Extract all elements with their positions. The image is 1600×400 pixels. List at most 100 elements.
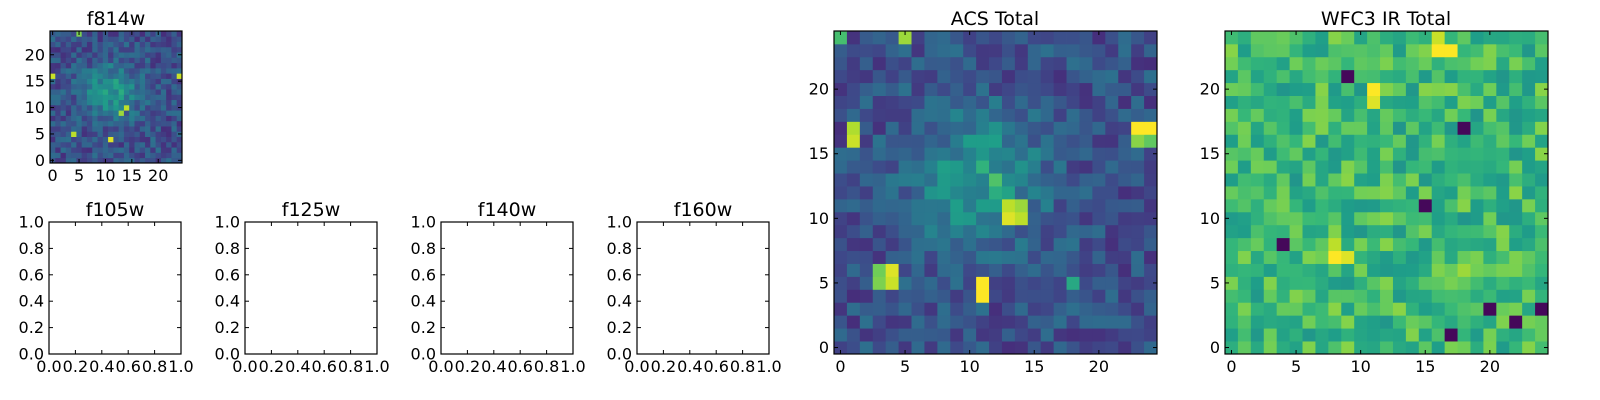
- heatmap-cell: [1237, 160, 1252, 174]
- heatmap-cell: [1250, 69, 1265, 84]
- heatmap-cell: [834, 315, 848, 329]
- heatmap-cell: [134, 104, 141, 111]
- heatmap-cell: [176, 73, 183, 79]
- heatmap-cell: [1040, 224, 1055, 239]
- heatmap-cell: [71, 120, 77, 127]
- heatmap-cell: [1457, 160, 1471, 174]
- heatmap-cell: [859, 276, 874, 290]
- heatmap-cell: [1380, 276, 1394, 290]
- heatmap-cell: [937, 134, 951, 148]
- heatmap-cell: [1496, 315, 1510, 329]
- heatmap-cell: [1105, 56, 1119, 71]
- heatmap-cell: [1144, 250, 1158, 264]
- heatmap-cell: [1027, 121, 1042, 135]
- heatmap-cell: [134, 52, 141, 58]
- heatmap-cell: [1302, 173, 1316, 187]
- x-tick-label: 0.2: [259, 357, 284, 376]
- heatmap-cell: [139, 89, 146, 95]
- heatmap-cell: [1066, 315, 1080, 329]
- heatmap-cell: [1001, 108, 1016, 122]
- heatmap-cell: [65, 67, 72, 74]
- heatmap-cell: [1496, 56, 1510, 71]
- heatmap-cell: [1263, 315, 1278, 329]
- heatmap-cell: [924, 173, 938, 187]
- heatmap-cell: [134, 73, 141, 79]
- heatmap-cell: [859, 69, 874, 84]
- y-tick-label: 0.6: [607, 265, 632, 284]
- heatmap-cell: [1263, 250, 1278, 264]
- heatmap-cell: [1263, 341, 1278, 355]
- heatmap-cell: [963, 224, 977, 239]
- heatmap-cell: [76, 83, 83, 90]
- heatmap-cell: [834, 328, 848, 342]
- heatmap-cell: [65, 99, 72, 106]
- heatmap-cell: [1418, 315, 1433, 329]
- heatmap-cell: [1263, 186, 1278, 200]
- heatmap-cell: [92, 41, 98, 48]
- heatmap-cell: [1066, 224, 1080, 239]
- heatmap-cell: [1040, 289, 1055, 303]
- heatmap-cell: [166, 141, 172, 148]
- heatmap-cell: [134, 152, 141, 159]
- heatmap-cell: [1027, 95, 1042, 109]
- heatmap-cell: [123, 67, 130, 74]
- heatmap-cell: [963, 43, 977, 58]
- heatmap-cell: [1001, 95, 1016, 109]
- heatmap-cell: [859, 198, 874, 213]
- heatmap-cell: [1250, 31, 1265, 45]
- heatmap-cell: [71, 104, 77, 111]
- heatmap-cell: [1380, 328, 1394, 342]
- heatmap-cell: [1225, 186, 1239, 200]
- heatmap-cell: [166, 157, 172, 164]
- heatmap-cell: [92, 152, 98, 159]
- heatmap-cell: [1444, 31, 1458, 45]
- heatmap-cell: [102, 99, 109, 106]
- heatmap-cell: [859, 31, 874, 45]
- heatmap-cell: [1131, 211, 1145, 226]
- heatmap-cell: [145, 83, 151, 90]
- heatmap-cell: [1001, 147, 1016, 161]
- heatmap-cell: [1053, 302, 1067, 316]
- heatmap-cell: [911, 198, 925, 213]
- x-tick-label: 0.0: [232, 357, 257, 376]
- heatmap-cell: [1315, 250, 1329, 264]
- heatmap-cell: [1405, 43, 1420, 58]
- y-tick-label: 15: [1200, 144, 1220, 163]
- heatmap-cell: [1250, 147, 1265, 161]
- heatmap-cell: [1483, 108, 1497, 122]
- heatmap-cell: [1328, 263, 1342, 277]
- heatmap-cell: [1066, 237, 1080, 252]
- heatmap-cell: [1289, 108, 1303, 122]
- heatmap-cell: [65, 136, 72, 143]
- heatmap-cell: [65, 115, 72, 122]
- heatmap-cell: [71, 131, 77, 137]
- heatmap-cell: [1144, 302, 1158, 316]
- heatmap-cell: [1444, 315, 1458, 329]
- heatmap-cell: [1431, 69, 1446, 84]
- heatmap-cell: [108, 152, 114, 159]
- heatmap-cell: [950, 82, 964, 96]
- x-tick-label: 0.0: [36, 357, 61, 376]
- heatmap-cell: [65, 141, 72, 148]
- heatmap-cell: [118, 157, 125, 164]
- heatmap-cell: [1276, 328, 1290, 342]
- heatmap-cell: [950, 173, 964, 187]
- heatmap-cell: [113, 152, 120, 159]
- heatmap-cell: [1535, 95, 1549, 109]
- heatmap-cell: [1470, 186, 1484, 200]
- heatmap-cell: [1431, 263, 1446, 277]
- heatmap-cell: [1131, 160, 1145, 174]
- heatmap-cell: [1237, 263, 1252, 277]
- heatmap-cell: [150, 89, 156, 95]
- heatmap-cell: [113, 62, 120, 69]
- heatmap-cell: [834, 289, 848, 303]
- heatmap-cell: [86, 131, 93, 137]
- heatmap-cell: [129, 152, 135, 159]
- heatmap-cell: [118, 104, 125, 111]
- heatmap-cell: [139, 83, 146, 90]
- heatmap-cell: [1289, 95, 1303, 109]
- heatmap-cell: [171, 141, 178, 148]
- heatmap-cell: [50, 147, 56, 153]
- heatmap-cell: [950, 121, 964, 135]
- heatmap-cell: [1328, 211, 1342, 226]
